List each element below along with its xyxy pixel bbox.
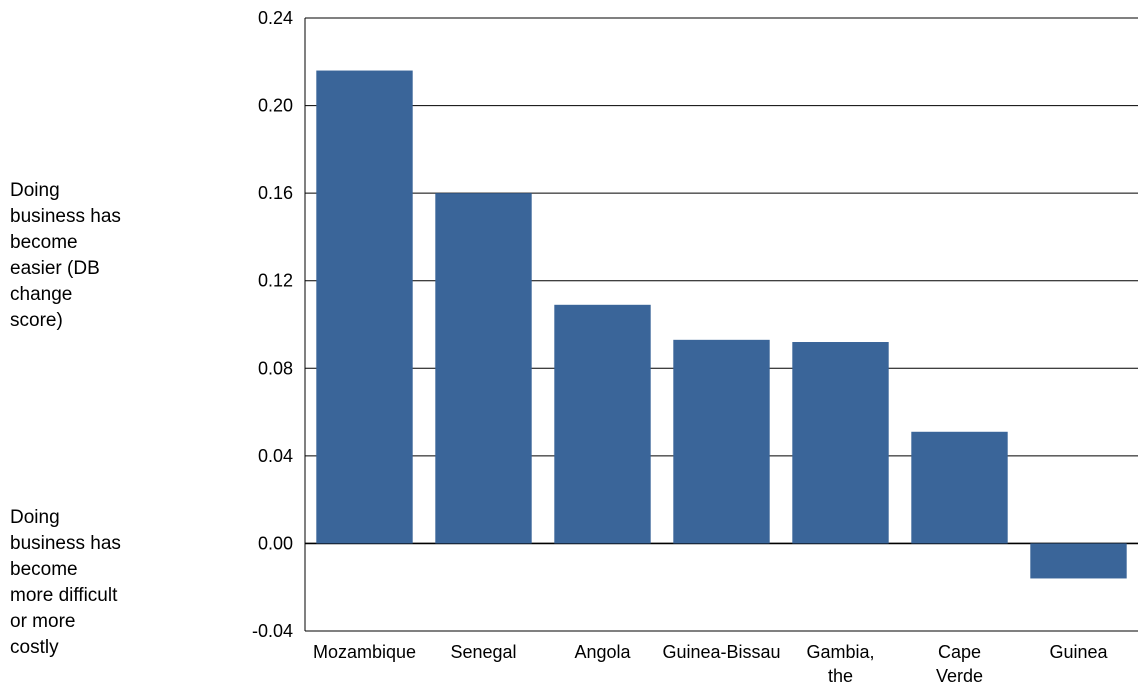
bar	[554, 304, 651, 544]
side-note-easier: Doing business has become easier (DB cha…	[10, 180, 121, 331]
x-tick-label: Angola	[574, 642, 631, 662]
bar	[911, 431, 1008, 544]
y-tick-label: 0.16	[258, 183, 293, 203]
side-note-more-difficult: Doing business has become more difficult…	[10, 507, 121, 658]
y-tick-label: 0.08	[258, 358, 293, 378]
y-tick-label: 0.04	[258, 446, 293, 466]
bar	[673, 339, 770, 544]
y-tick-label: 0.00	[258, 533, 293, 553]
x-tick-label: Guinea-Bissau	[662, 642, 780, 662]
y-tick-label: 0.24	[258, 8, 293, 28]
x-tick-label: Senegal	[450, 642, 516, 662]
y-tick-label: 0.12	[258, 271, 293, 291]
y-tick-label: -0.04	[252, 621, 293, 641]
x-tick-label: Guinea	[1049, 642, 1108, 662]
bar	[792, 342, 889, 544]
x-tick-label: Cape Verde	[936, 642, 983, 686]
bar	[1030, 543, 1127, 579]
x-tick-label: Gambia, the	[806, 642, 874, 686]
x-tick-label: Mozambique	[313, 642, 416, 662]
y-tick-label: 0.20	[258, 96, 293, 116]
bar	[435, 193, 532, 544]
bar	[316, 70, 413, 544]
